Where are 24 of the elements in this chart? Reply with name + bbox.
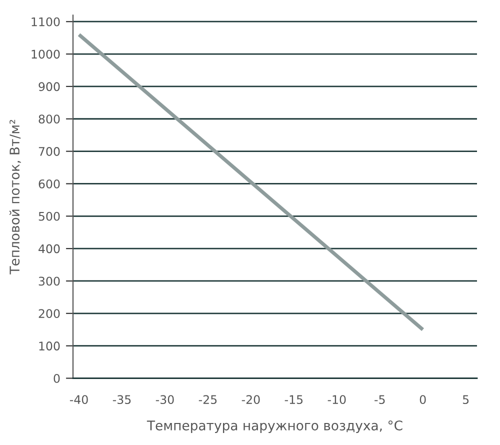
y-tick-label: 100 — [39, 342, 60, 350]
y-tick-label: 900 — [38, 82, 60, 92]
x-axis-title: Температура наружного воздуха, °C — [146, 420, 402, 433]
y-tick-label: 500 — [38, 212, 60, 221]
x-tick-label: -5 — [374, 395, 385, 404]
y-tick-label: 400 — [38, 244, 60, 254]
y-tick-label: 800 — [38, 114, 60, 124]
x-tick-label: -10 — [328, 395, 346, 404]
y-tick-label: 300 — [38, 276, 60, 286]
x-tick-label: -35 — [112, 395, 131, 404]
y-tick-label: 1100 — [32, 17, 60, 26]
x-tick-label: 0 — [420, 395, 426, 404]
x-tick-label: 5 — [462, 395, 469, 404]
y-tick-label: 200 — [38, 309, 60, 318]
x-tick-label: -40 — [70, 395, 88, 404]
y-tick-label: 1000 — [32, 50, 60, 59]
x-tick-label: -20 — [242, 395, 260, 404]
y-tick-label: 600 — [38, 179, 60, 188]
y-tick-label: 700 — [38, 147, 60, 156]
y-tick-label: 0 — [54, 374, 60, 383]
x-tick-label: -15 — [284, 395, 303, 404]
x-tick-label: -30 — [156, 395, 174, 404]
x-tick-label: -25 — [198, 395, 217, 404]
y-axis-title: Тепловой поток, Вт/м² — [9, 120, 21, 274]
